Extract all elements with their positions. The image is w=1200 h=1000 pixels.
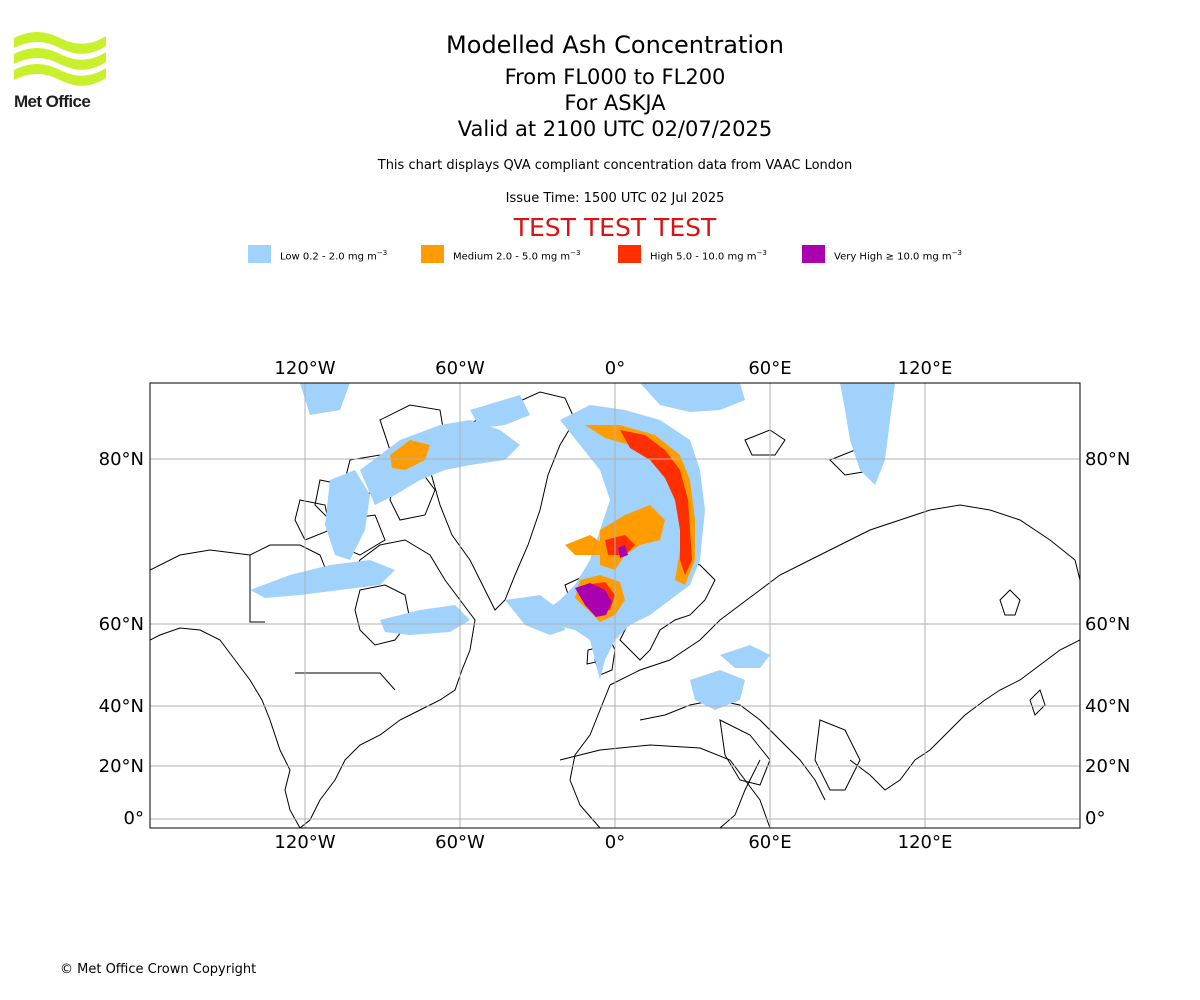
flight-level-range: From FL000 to FL200 <box>504 65 726 89</box>
lat-tick-left: 0° <box>124 808 144 829</box>
legend-swatch-medium <box>421 245 444 263</box>
issue-time: Issue Time: 1500 UTC 02 Jul 2025 <box>505 191 725 206</box>
ash-concentration-map: 120°W 60°W 0° 60°E 120°E 120°W 60°W 0° 6… <box>99 358 1131 853</box>
met-office-logo-text: Met Office <box>14 92 91 111</box>
legend-label-high: High 5.0 - 10.0 mg m−3 <box>650 249 767 263</box>
lon-tick-bottom: 120°E <box>898 832 953 853</box>
valid-time: Valid at 2100 UTC 02/07/2025 <box>457 117 773 141</box>
lon-tick-bottom: 0° <box>605 832 625 853</box>
lon-tick-top: 60°W <box>435 358 485 379</box>
lat-tick-left: 20°N <box>99 756 144 777</box>
lat-tick-right: 80°N <box>1085 449 1130 470</box>
lon-tick-top: 120°W <box>274 358 335 379</box>
met-office-logo-icon <box>14 32 106 86</box>
legend-swatch-very-high <box>802 245 825 263</box>
graticule <box>150 383 1080 828</box>
lat-tick-left: 60°N <box>99 614 144 635</box>
lon-tick-top: 60°E <box>748 358 791 379</box>
ash-plumes <box>250 383 895 710</box>
legend-label-very-high: Very High ≥ 10.0 mg m−3 <box>834 249 962 263</box>
lat-tick-left: 80°N <box>99 449 144 470</box>
lon-tick-bottom: 120°W <box>274 832 335 853</box>
lon-tick-top: 120°E <box>898 358 953 379</box>
lat-tick-right: 40°N <box>1085 696 1130 717</box>
lon-tick-bottom: 60°E <box>748 832 791 853</box>
legend-label-medium: Medium 2.0 - 5.0 mg m−3 <box>453 249 581 263</box>
chart-title: Modelled Ash Concentration <box>446 31 784 59</box>
concentration-legend: Low 0.2 - 2.0 mg m−3 Medium 2.0 - 5.0 mg… <box>248 244 1008 264</box>
lat-tick-right: 20°N <box>1085 756 1130 777</box>
lat-tick-right: 0° <box>1085 808 1105 829</box>
volcano-name: For ASKJA <box>564 91 666 115</box>
legend-swatch-high <box>618 245 641 263</box>
lon-tick-bottom: 60°W <box>435 832 485 853</box>
copyright-notice: © Met Office Crown Copyright <box>60 962 257 977</box>
legend-label-low: Low 0.2 - 2.0 mg m−3 <box>280 249 388 263</box>
lon-tick-top: 0° <box>605 358 625 379</box>
lat-tick-left: 40°N <box>99 696 144 717</box>
lat-tick-right: 60°N <box>1085 614 1130 635</box>
map-frame <box>149 382 1081 829</box>
test-banner: TEST TEST TEST <box>513 213 717 242</box>
legend-swatch-low <box>248 245 271 263</box>
chart-description: This chart displays QVA compliant concen… <box>377 158 853 173</box>
